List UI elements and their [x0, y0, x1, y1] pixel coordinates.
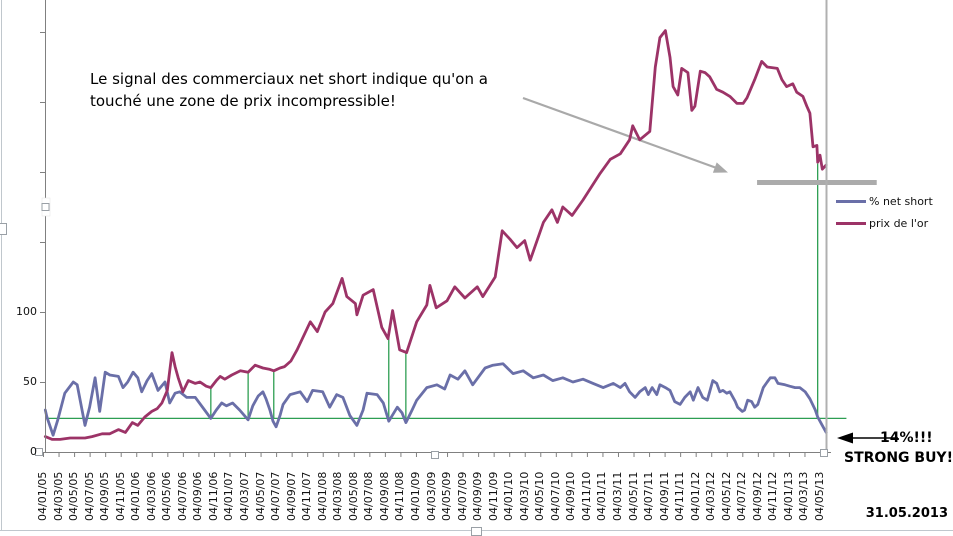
- x-axis-label: 04/05/09: [440, 471, 454, 521]
- x-axis-label: 04/07/09: [455, 471, 469, 521]
- x-axis-label: 04/07/12: [735, 471, 749, 521]
- annotation-arrow-line[interactable]: [522, 96, 719, 170]
- x-axis-label: 04/05/07: [253, 471, 267, 521]
- x-axis-label: 04/09/05: [98, 471, 112, 521]
- x-axis-label: 04/09/10: [564, 471, 578, 521]
- date-label[interactable]: 31.05.2013: [865, 506, 948, 521]
- x-axis-label: 04/11/07: [300, 471, 314, 521]
- annotation-arrow-head-icon: [712, 162, 728, 173]
- annotation-text-box[interactable]: Le signal des commerciaux net short indi…: [90, 68, 488, 112]
- x-axis-label: 04/01/07: [222, 471, 236, 521]
- legend-label-net-short: % net short: [869, 194, 933, 208]
- x-axis-label: 04/05/06: [160, 471, 174, 521]
- x-axis-label: 04/07/10: [548, 471, 562, 521]
- x-axis-label: 04/09/11: [657, 471, 671, 521]
- x-axis-label: 04/01/08: [315, 471, 329, 521]
- x-axis-label: 04/05/08: [346, 471, 360, 521]
- x-axis-label: 04/03/11: [610, 471, 624, 521]
- x-axis-label: 04/03/10: [517, 471, 531, 521]
- plot-area-selection-handle[interactable]: [35, 448, 43, 456]
- y-axis-label: 50: [23, 375, 37, 388]
- callout-value-text[interactable]: 14%!!!: [880, 430, 933, 446]
- plot-area-selection-handle[interactable]: [41, 203, 50, 211]
- plot-area-selection-handle[interactable]: [431, 451, 439, 459]
- y-axis-label: 0: [30, 445, 37, 458]
- x-axis-label: 04/01/12: [688, 471, 702, 521]
- x-axis-label: 04/03/06: [144, 471, 158, 521]
- x-axis-label: 04/03/13: [797, 471, 811, 521]
- legend-item-net-short[interactable]: % net short: [836, 190, 933, 212]
- x-axis-label: 04/01/10: [502, 471, 516, 521]
- x-axis-label: 04/07/06: [175, 471, 189, 521]
- legend-item-gold-price[interactable]: prix de l'or: [836, 212, 933, 234]
- gold-price-line-swatch-icon: [836, 221, 866, 225]
- x-axis-label: 04/09/12: [750, 471, 764, 521]
- x-axis-label: 04/03/09: [424, 471, 438, 521]
- x-axis-label: 04/01/06: [129, 471, 143, 521]
- x-axis-label: 04/05/10: [533, 471, 547, 521]
- x-axis-label: 04/07/08: [362, 471, 376, 521]
- y-axis-label: 100: [16, 305, 37, 318]
- x-axis-label: 04/01/13: [781, 471, 795, 521]
- legend[interactable]: % net short prix de l'or: [836, 190, 933, 234]
- x-axis-label: 04/11/12: [766, 471, 780, 521]
- x-axis-label: 04/03/05: [51, 471, 65, 521]
- x-axis-label: 04/03/12: [704, 471, 718, 521]
- x-axis-label: 04/05/11: [626, 471, 640, 521]
- x-axis-label: 04/07/07: [269, 471, 283, 521]
- gold-price-series-line[interactable]: [43, 29, 828, 441]
- x-axis-label: 04/11/08: [393, 471, 407, 521]
- x-axis-label: 04/05/12: [719, 471, 733, 521]
- x-axis-label: 04/11/10: [579, 471, 593, 521]
- x-axis-label: 04/07/05: [82, 471, 96, 521]
- x-axis-label: 04/09/06: [191, 471, 205, 521]
- callout-action-text[interactable]: STRONG BUY!: [844, 450, 953, 466]
- x-axis-label: 04/11/09: [486, 471, 500, 521]
- x-axis-label: 04/09/08: [377, 471, 391, 521]
- legend-label-gold-price: prix de l'or: [869, 216, 929, 230]
- selection-frame-left-edge: [1, 0, 2, 531]
- net-short-line-swatch-icon: [836, 199, 866, 203]
- x-axis-label: 04/01/05: [36, 471, 49, 521]
- selection-handle-left-middle[interactable]: [0, 223, 7, 235]
- x-axis-label: 04/01/11: [595, 471, 609, 521]
- x-axis-label: 04/11/05: [113, 471, 127, 521]
- x-axis-label: 04/03/07: [238, 471, 252, 521]
- x-axis-label: 04/05/13: [813, 471, 826, 521]
- resistance-level-bar[interactable]: [757, 180, 877, 185]
- buy-arrow-head-icon: [837, 432, 853, 444]
- annotation-line-2: touché une zone de prix incompressible!: [90, 92, 396, 110]
- x-axis-label: 04/11/06: [206, 471, 220, 521]
- x-axis-label: 04/11/11: [673, 471, 687, 521]
- x-axis-label: 04/07/11: [642, 471, 656, 521]
- selection-handle-bottom-center[interactable]: [471, 527, 482, 536]
- x-axis-label: 04/09/09: [471, 471, 485, 521]
- x-axis-label: 04/01/09: [408, 471, 422, 521]
- x-axis-label: 04/09/07: [284, 471, 298, 521]
- x-axis-label: 04/05/05: [67, 471, 81, 521]
- plot-area-selection-handle[interactable]: [820, 449, 828, 457]
- annotation-line-1: Le signal des commerciaux net short indi…: [90, 70, 488, 88]
- x-axis-label: 04/03/08: [331, 471, 345, 521]
